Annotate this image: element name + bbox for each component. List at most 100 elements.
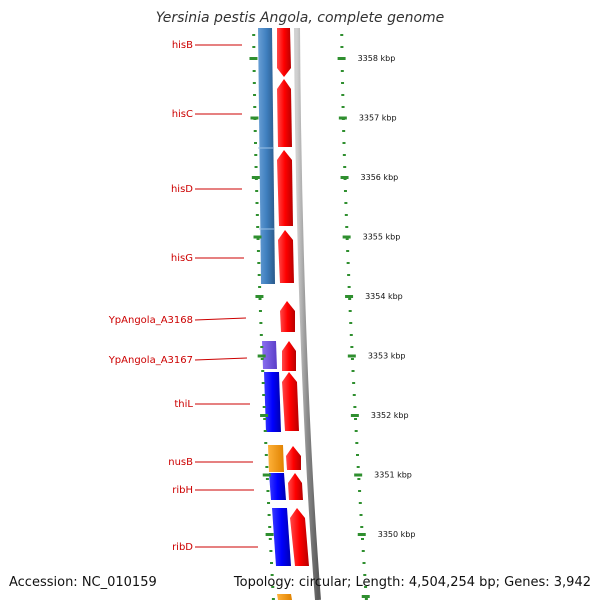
scale-label: 3355 kbp xyxy=(363,233,401,242)
minor-tick xyxy=(356,466,360,468)
minor-tick xyxy=(253,106,257,108)
minor-tick xyxy=(355,442,359,444)
gene-label-text: ribH xyxy=(172,485,193,496)
ribd-gene-arrow[interactable] xyxy=(290,508,309,566)
minor-tick xyxy=(252,82,256,84)
major-tick-marks xyxy=(249,57,370,598)
minor-tick xyxy=(253,94,257,96)
ypangola-a3168-gene-arrow[interactable] xyxy=(280,301,295,332)
thil-gene-arrow[interactable] xyxy=(282,372,299,431)
gene-label-text: hisG xyxy=(171,253,193,264)
accession-text: Accession: NC_010159 xyxy=(9,575,157,590)
minor-tick xyxy=(253,142,257,144)
scale-label: 3358 kbp xyxy=(358,54,396,63)
major-tick xyxy=(260,414,269,417)
major-tick xyxy=(250,116,259,120)
scale-label: 3352 kbp xyxy=(371,411,409,420)
gene-label-ribh[interactable]: ribH xyxy=(172,485,254,496)
gene-label-text: thiL xyxy=(174,399,193,410)
major-tick xyxy=(338,116,347,120)
ribd-gene[interactable] xyxy=(272,508,291,566)
minor-tick xyxy=(252,34,256,36)
gene-label-hisc[interactable]: hisC xyxy=(172,109,242,120)
hisg-gene-arrow[interactable] xyxy=(278,230,294,283)
gene-label-hisb[interactable]: hisB xyxy=(172,40,242,51)
minor-tick xyxy=(353,406,357,408)
minor-tick xyxy=(364,586,368,588)
minor-tick xyxy=(352,382,356,384)
scale-label: 3353 kbp xyxy=(368,352,406,361)
leader-line xyxy=(194,357,248,361)
minor-tick xyxy=(341,106,345,108)
map-title: Yersinia pestis Angola, complete genome xyxy=(155,10,445,26)
gene-label-ribd[interactable]: ribD xyxy=(172,542,258,553)
minor-tick xyxy=(341,94,345,96)
minor-tick xyxy=(255,214,259,216)
minor-tick xyxy=(260,358,264,360)
minor-tick xyxy=(347,286,351,288)
gene-label-ypangola_a3168[interactable]: YpAngola_A3168 xyxy=(108,315,247,326)
gene-label-nusb[interactable]: nusB xyxy=(168,457,253,468)
thil-gene[interactable] xyxy=(264,372,281,432)
ypangola-a3167-gene[interactable] xyxy=(262,341,277,369)
minor-tick xyxy=(358,490,362,492)
minor-tick xyxy=(261,382,265,384)
minor-tick xyxy=(255,202,259,204)
minor-tick xyxy=(340,46,344,48)
minor-tick xyxy=(258,286,262,288)
gene-label-text: ribD xyxy=(172,542,193,553)
gene-label-text: YpAngola_A3167 xyxy=(108,355,193,366)
genome-backbone xyxy=(294,27,321,600)
major-tick xyxy=(257,354,266,358)
minor-tick xyxy=(270,574,274,576)
major-tick xyxy=(361,595,370,598)
major-tick xyxy=(265,533,274,536)
forward-strand-genes xyxy=(277,28,309,566)
ribh-gene[interactable] xyxy=(269,473,286,500)
minor-tick xyxy=(341,82,345,84)
gene-label-text: nusB xyxy=(168,457,193,468)
minor-tick xyxy=(360,526,364,528)
minor-tick xyxy=(354,430,358,432)
minor-tick xyxy=(253,130,257,132)
minor-tick xyxy=(258,310,262,312)
major-tick xyxy=(255,295,264,298)
ribh-gene-arrow[interactable] xyxy=(288,473,303,500)
ypangola-a3167-gene-arrow[interactable] xyxy=(282,341,296,371)
gene-label-thil[interactable]: thiL xyxy=(174,399,250,410)
minor-tick xyxy=(356,454,360,456)
scale-label: 3354 kbp xyxy=(365,292,403,301)
minor-tick xyxy=(342,154,346,156)
minor-tick xyxy=(268,526,272,528)
his-operon-gene-block[interactable] xyxy=(258,28,275,284)
minor-tick xyxy=(269,550,273,552)
hisd-gene-arrow[interactable] xyxy=(277,150,293,226)
minor-tick xyxy=(342,142,346,144)
major-tick xyxy=(340,176,349,179)
minor-tick xyxy=(346,262,350,264)
minor-tick xyxy=(258,298,262,300)
minor-tick xyxy=(264,454,268,456)
minor-tick xyxy=(351,370,355,372)
minor-tick xyxy=(267,514,271,516)
gene-label-ypangola_a3167[interactable]: YpAngola_A3167 xyxy=(108,355,248,366)
minor-tick xyxy=(360,538,364,540)
minor-tick xyxy=(358,502,362,504)
nusb-gene-arrow[interactable] xyxy=(286,446,301,470)
hisb-gene-arrow[interactable] xyxy=(277,28,291,77)
scale-labels: 3358 kbp 3357 kbp 3356 kbp 3355 kbp 3354 kbp… xyxy=(358,54,416,539)
gene-label-hisd[interactable]: hisD xyxy=(171,184,242,195)
major-tick xyxy=(249,57,258,60)
gene-label-hisg[interactable]: hisG xyxy=(171,253,244,264)
gene-label-text: YpAngola_A3168 xyxy=(108,315,193,326)
hisc-gene-arrow[interactable] xyxy=(277,79,292,147)
leader-line xyxy=(194,317,247,321)
minor-tick xyxy=(347,274,351,276)
next-gene-fragment xyxy=(277,594,292,600)
nusb-gene[interactable] xyxy=(268,445,284,472)
minor-tick xyxy=(344,214,348,216)
major-tick xyxy=(337,57,346,60)
minor-tick xyxy=(343,190,347,192)
minor-tick xyxy=(266,490,270,492)
